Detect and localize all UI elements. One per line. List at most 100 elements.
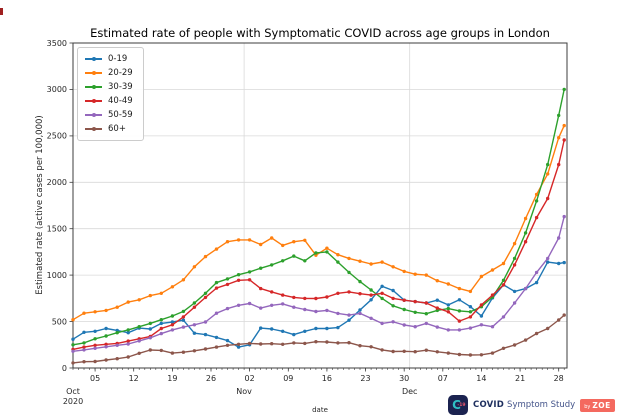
series-marker-60+ xyxy=(159,348,163,353)
series-marker-40-49 xyxy=(358,292,362,296)
series-marker-50-59 xyxy=(424,321,428,326)
series-marker-0-19 xyxy=(259,326,263,330)
series-marker-0-19 xyxy=(181,318,186,322)
series-marker-0-19 xyxy=(225,338,230,343)
series-marker-60+ xyxy=(181,350,186,354)
series-marker-60+ xyxy=(126,355,130,359)
x-tick-label: 19 xyxy=(167,374,177,383)
series-marker-40-49 xyxy=(557,162,561,167)
series-marker-40-49 xyxy=(424,301,428,305)
series-marker-60+ xyxy=(104,358,108,362)
series-marker-60+ xyxy=(325,340,329,344)
series-marker-60+ xyxy=(236,342,241,346)
series-marker-0-19 xyxy=(292,332,296,337)
legend: 0-19 20-29 30-39 40-49 50-59 60+ xyxy=(77,47,144,141)
series-marker-50-59 xyxy=(391,320,395,324)
series-marker-0-19 xyxy=(546,260,550,264)
series-marker-20-29 xyxy=(214,247,219,251)
series-marker-60+ xyxy=(303,341,307,346)
series-marker-20-29 xyxy=(71,318,75,322)
series-marker-0-19 xyxy=(380,284,384,288)
series-line-30-39 xyxy=(72,89,565,346)
legend-item-30-39: 30-39 xyxy=(85,80,133,94)
series-marker-50-59 xyxy=(369,316,373,320)
series-marker-30-39 xyxy=(281,259,285,263)
series-marker-60+ xyxy=(380,348,384,352)
series-marker-30-39 xyxy=(358,279,362,284)
series-marker-30-39 xyxy=(369,288,373,292)
series-marker-50-59 xyxy=(192,323,197,327)
series-marker-60+ xyxy=(435,350,439,354)
series-marker-30-39 xyxy=(413,310,417,314)
series-marker-50-59 xyxy=(523,286,528,291)
series-marker-60+ xyxy=(402,349,406,353)
series-marker-0-19 xyxy=(512,289,517,294)
series-line-60+ xyxy=(72,314,565,364)
series-marker-50-59 xyxy=(336,311,340,316)
legend-swatch-50-59 xyxy=(85,111,102,119)
series-marker-50-59 xyxy=(468,326,473,330)
series-marker-0-19 xyxy=(93,329,97,333)
series-marker-20-29 xyxy=(562,123,566,128)
series-marker-50-59 xyxy=(490,325,495,329)
series-marker-40-49 xyxy=(347,290,351,294)
series-marker-0-19 xyxy=(325,326,329,331)
series-marker-20-29 xyxy=(446,282,450,286)
series-marker-20-29 xyxy=(225,240,230,244)
series-marker-20-29 xyxy=(358,259,362,263)
series-marker-30-39 xyxy=(325,250,329,254)
series-marker-50-59 xyxy=(446,328,450,332)
series-marker-20-29 xyxy=(115,305,119,309)
series-marker-0-19 xyxy=(104,326,108,331)
series-marker-0-19 xyxy=(562,260,566,265)
series-marker-30-39 xyxy=(192,301,197,305)
series-marker-30-39 xyxy=(236,273,241,277)
series-marker-30-39 xyxy=(71,343,75,347)
series-marker-30-39 xyxy=(391,304,395,308)
series-marker-20-29 xyxy=(490,268,495,272)
series-marker-50-59 xyxy=(501,315,506,319)
legend-item-50-59: 50-59 xyxy=(85,108,133,122)
series-marker-60+ xyxy=(225,343,230,347)
series-marker-40-49 xyxy=(214,286,219,290)
series-marker-20-29 xyxy=(281,243,285,248)
month-label: Dec xyxy=(402,387,417,396)
series-marker-20-29 xyxy=(435,279,439,283)
series-marker-20-29 xyxy=(402,269,406,274)
series-marker-50-59 xyxy=(181,325,186,329)
series-marker-50-59 xyxy=(93,346,97,350)
x-tick-label: 21 xyxy=(515,374,525,383)
zoe-badge-text: ZOE xyxy=(592,400,611,410)
series-marker-20-29 xyxy=(546,172,550,176)
legend-label: 0-19 xyxy=(108,53,128,64)
legend-item-0-19: 0-19 xyxy=(85,52,133,66)
series-marker-40-49 xyxy=(336,291,340,295)
series-marker-60+ xyxy=(446,351,450,355)
series-marker-20-29 xyxy=(303,238,307,242)
series-marker-50-59 xyxy=(534,270,539,275)
series-marker-20-29 xyxy=(159,291,163,295)
x-tick-label: 09 xyxy=(283,374,293,383)
series-marker-60+ xyxy=(170,351,175,355)
y-tick-label: 3500 xyxy=(47,39,67,48)
series-marker-40-49 xyxy=(225,282,230,287)
series-marker-60+ xyxy=(115,357,119,361)
series-marker-50-59 xyxy=(148,336,152,340)
series-marker-50-59 xyxy=(203,320,208,324)
series-marker-40-49 xyxy=(490,293,495,297)
series-marker-0-19 xyxy=(270,327,274,331)
icon-19-label: -19 xyxy=(457,403,466,408)
series-marker-20-29 xyxy=(336,253,340,257)
series-marker-20-29 xyxy=(468,289,473,294)
series-marker-0-19 xyxy=(446,303,450,307)
series-line-50-59 xyxy=(72,216,565,352)
month-label: Nov xyxy=(236,387,252,396)
series-marker-20-29 xyxy=(203,254,208,259)
series-marker-60+ xyxy=(93,359,97,364)
series-marker-30-39 xyxy=(402,307,406,312)
series-marker-20-29 xyxy=(148,293,152,298)
series-marker-60+ xyxy=(192,349,197,353)
series-marker-30-39 xyxy=(562,87,566,92)
series-marker-40-49 xyxy=(369,293,373,297)
series-marker-40-49 xyxy=(402,298,406,302)
